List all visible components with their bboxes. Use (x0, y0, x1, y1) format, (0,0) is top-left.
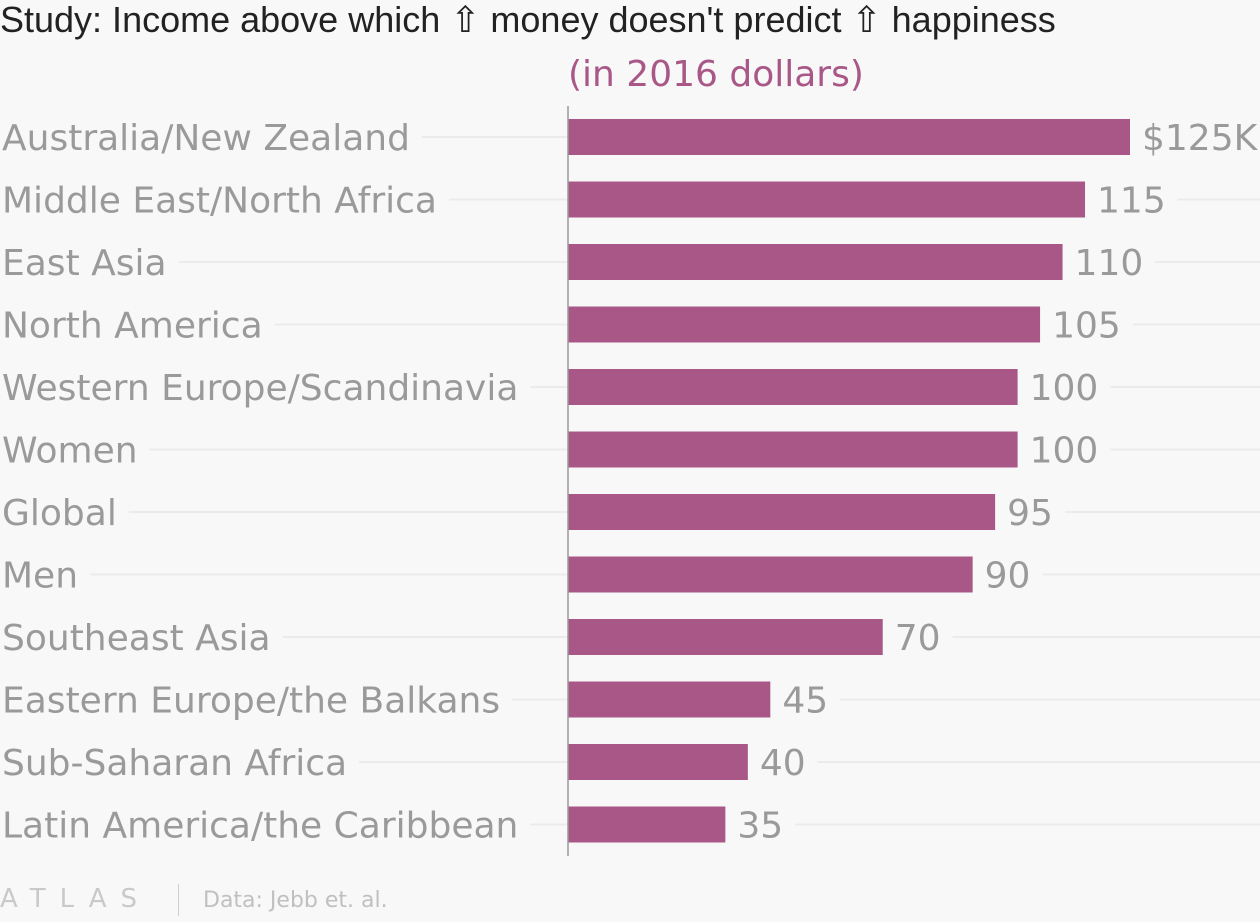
category-label: Sub-Saharan Africa (2, 743, 347, 784)
value-label: 90 (985, 556, 1031, 597)
label-layer: Australia/New Zealand $125K Middle East/No… (2, 118, 1259, 847)
category-label: Southeast Asia (2, 618, 271, 659)
atlas-logo: ATLAS (0, 884, 152, 914)
value-label: 100 (1030, 368, 1099, 409)
footer: ATLAS Data: Jebb et. al. (0, 880, 1260, 920)
bar (568, 619, 883, 655)
source-note: Data: Jebb et. al. (203, 888, 388, 913)
value-label: $125K (1142, 118, 1259, 159)
category-label: Women (2, 431, 138, 472)
bar (568, 806, 726, 843)
footer-divider (178, 884, 179, 916)
category-label: Middle East/North Africa (2, 181, 437, 222)
bar (568, 244, 1063, 280)
value-label: 45 (782, 681, 828, 722)
value-label: 35 (737, 806, 783, 847)
bar (568, 119, 1130, 155)
value-label: 40 (760, 743, 806, 784)
category-label: Australia/New Zealand (2, 118, 410, 159)
category-label: Western Europe/Scandinavia (2, 368, 518, 409)
bar (568, 306, 1041, 343)
bar (568, 556, 973, 593)
value-label: 100 (1030, 431, 1099, 472)
value-label: 105 (1052, 306, 1121, 347)
bar (568, 494, 996, 530)
category-label: Eastern Europe/the Balkans (2, 681, 500, 722)
bar (568, 681, 771, 718)
chart-title: Study: Income above which ⇧ money doesn'… (0, 0, 1056, 40)
bar (568, 744, 748, 780)
value-label: 110 (1075, 243, 1144, 284)
value-label: 115 (1097, 181, 1166, 222)
bar-layer (568, 119, 1130, 843)
category-label: East Asia (2, 243, 167, 284)
category-label: Men (2, 556, 78, 597)
category-label: Global (2, 493, 117, 534)
value-label: 70 (895, 618, 941, 659)
category-label: North America (2, 306, 263, 347)
chart-subtitle: (in 2016 dollars) (568, 54, 864, 95)
bar (568, 369, 1018, 405)
category-label: Latin America/the Caribbean (2, 806, 518, 847)
bar-chart: (in 2016 dollars) Australia/New Zealand $… (2, 54, 1260, 856)
value-label: 95 (1007, 493, 1053, 534)
bar (568, 431, 1018, 468)
bar (568, 181, 1086, 218)
grid-layer (90, 136, 1260, 826)
